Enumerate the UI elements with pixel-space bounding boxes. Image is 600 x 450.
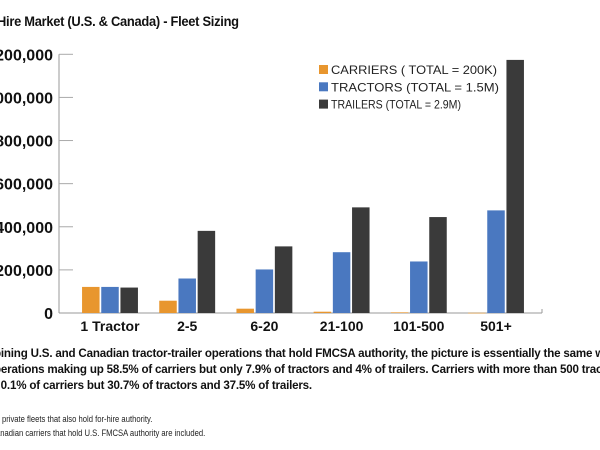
bar-tractors <box>487 210 505 313</box>
bar-tractors <box>101 286 119 313</box>
y-tick-label: 1,200,000 <box>0 47 53 64</box>
footnote: anadian carriers that hold U.S. FMCSA au… <box>0 428 206 438</box>
bar-trailers <box>197 230 216 313</box>
bar-carriers <box>468 312 486 314</box>
y-tick-label: 1,000,000 <box>0 90 53 107</box>
y-tick-label: 400,000 <box>0 220 53 237</box>
x-tick-label: 1 Tractor <box>80 318 140 334</box>
bar-tractors <box>178 278 196 313</box>
paragraph-line: t 0.1% of carriers but 30.7% of tractors… <box>0 379 312 392</box>
bar-trailers <box>274 246 293 313</box>
bar-trailers <box>506 59 524 313</box>
bar-tractors <box>410 261 428 313</box>
y-tick-label: 800,000 <box>0 134 53 151</box>
bar-tractors <box>255 269 274 313</box>
bar-trailers <box>120 287 138 313</box>
bar-trailers <box>352 207 370 313</box>
legend: CARRIERS ( TOTAL = 200K) TRACTORS (TOTAL … <box>319 63 499 112</box>
x-tick-label: 101-500 <box>393 318 445 334</box>
bars <box>82 59 524 314</box>
description-paragraph: bining U.S. and Canadian tractor-trailer… <box>0 346 600 394</box>
legend-swatch <box>319 99 328 109</box>
legend-label: TRAILERS (TOTAL = 2.9M) <box>331 98 461 112</box>
y-tick-label: 200,000 <box>0 263 53 280</box>
legend-swatch <box>319 65 328 74</box>
chart-title: Hire Market (U.S. & Canada) - Fleet Sizi… <box>0 13 239 29</box>
bar-carriers <box>82 286 100 313</box>
y-axis: 0 200,000 400,000 600,000 800,000 1,000,000 1,… <box>0 47 543 323</box>
legend-label: TRACTORS (TOTAL = 1.5M) <box>331 80 499 94</box>
y-tick-label: 0 <box>44 306 53 323</box>
paragraph-line: bining U.S. and Canadian tractor-trailer… <box>0 347 600 360</box>
x-axis: 1 Tractor 2-5 6-20 21-100 101-500 501+ <box>80 318 511 334</box>
paragraph-line: perations making up 58.5% of carriers bu… <box>0 363 600 376</box>
x-tick-label: 501+ <box>480 318 512 334</box>
footnotes: s private fleets that also hold for-hire… <box>0 412 205 440</box>
legend-swatch <box>319 82 328 92</box>
bar-tractors <box>332 252 351 313</box>
legend-label: CARRIERS ( TOTAL = 200K) <box>331 63 497 77</box>
bar-carriers <box>159 300 177 313</box>
footnote: s private fleets that also hold for-hire… <box>0 414 153 424</box>
x-tick-label: 2-5 <box>177 318 197 334</box>
bar-carriers <box>236 308 254 313</box>
x-tick-label: 6-20 <box>250 318 278 334</box>
y-tick-label: 600,000 <box>0 177 53 194</box>
bar-chart: 0 200,000 400,000 600,000 800,000 1,000,000 1,… <box>0 47 543 334</box>
bar-trailers <box>429 217 447 313</box>
bar-carriers <box>390 312 409 313</box>
x-tick-label: 21-100 <box>320 318 364 334</box>
bar-carriers <box>313 311 332 313</box>
